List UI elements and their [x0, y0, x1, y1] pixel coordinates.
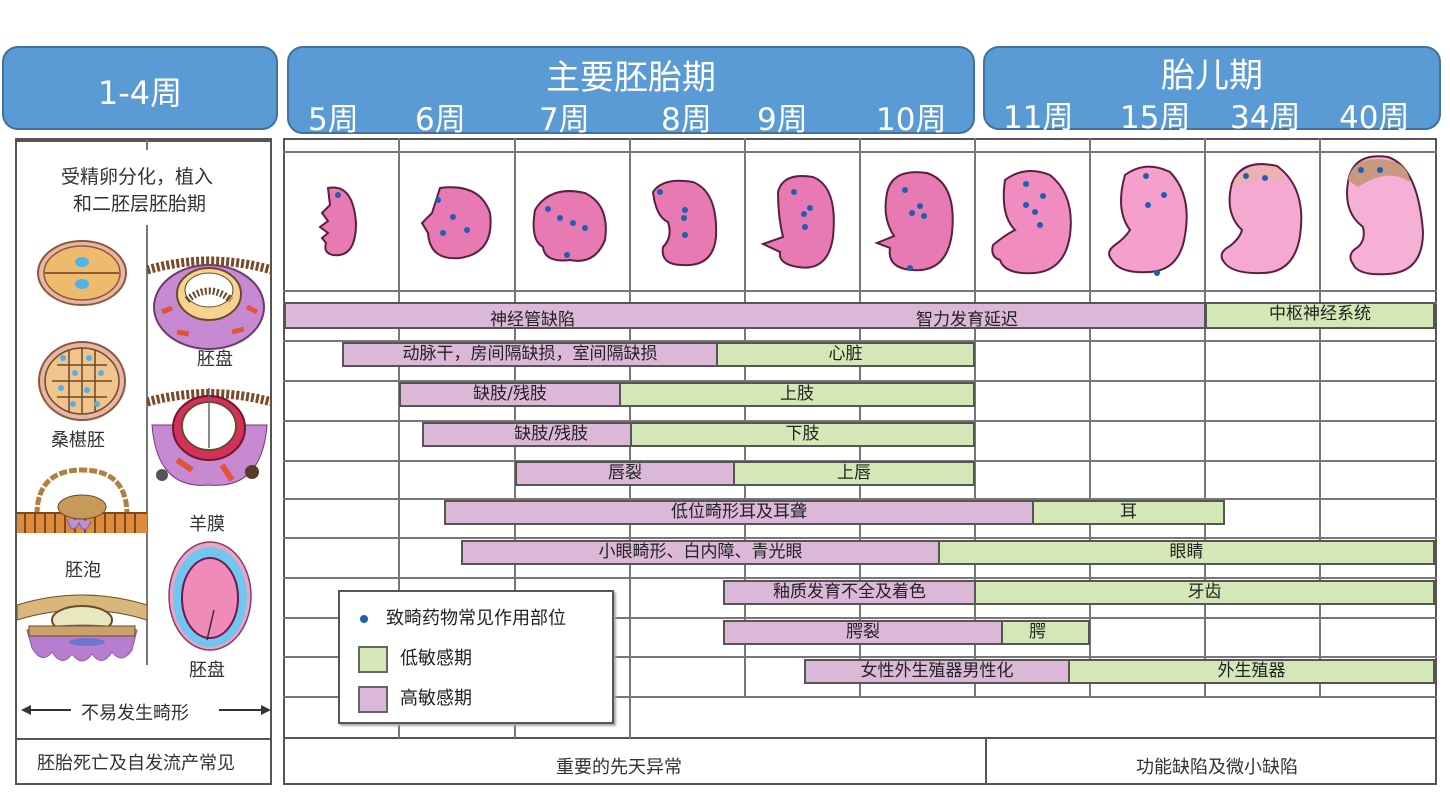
bar-ear-high: 低位畸形耳及耳聋	[444, 500, 1034, 525]
grid-col-line	[1089, 138, 1091, 698]
left-arrow-icon	[23, 709, 71, 711]
footer-divider	[985, 737, 987, 785]
week-15-label: 15周	[1120, 100, 1191, 136]
week-7-label: 7周	[539, 102, 590, 138]
arrow-label-teratogen-resistant: 不易发生畸形	[81, 703, 189, 724]
bar-lip-low: 上唇	[733, 461, 975, 486]
green-swatch-icon	[358, 645, 388, 673]
bar-ear-low: 耳	[1032, 500, 1225, 525]
header-embryonic-period: 主要胚胎期 5周 6周 7周 8周 9周 10周	[287, 46, 975, 138]
panel-divider	[146, 140, 148, 150]
embryo-week-7-illustration	[532, 190, 607, 262]
bar-teeth-high: 釉质发育不全及着色	[723, 580, 976, 605]
week-9-label: 9周	[757, 102, 808, 138]
panel-top-rule	[17, 140, 270, 142]
fetal-period-title: 胎儿期	[1161, 56, 1263, 96]
fetus-week-40-illustration	[1346, 155, 1425, 276]
grid-col-line	[398, 138, 400, 738]
blastocyst-label: 胚泡	[65, 560, 101, 581]
fetus-week-11-illustration	[991, 170, 1072, 275]
week-11-label: 11周	[1003, 100, 1074, 136]
grid-col-line	[744, 138, 746, 698]
bar-genital-high: 女性外生殖器男性化	[804, 659, 1070, 684]
grid-col-line	[974, 138, 976, 698]
bar-eye-high: 小眼畸形、白内障、青光眼	[461, 540, 940, 565]
legend: 致畸药物常见作用部位 低敏感期 高敏感期	[338, 590, 614, 724]
two-cell-zygote-illustration	[37, 240, 127, 306]
bar-upper-limb-high: 缺肢/残肢	[399, 382, 621, 407]
week-40-label: 40周	[1339, 100, 1410, 136]
bar-heart-low: 心脏	[716, 342, 975, 367]
blastocyst-illustration	[17, 467, 147, 533]
panel-footer-text: 胚胎死亡及自发流产常见	[37, 753, 235, 774]
week-6-label: 6周	[415, 102, 466, 138]
embryonic-period-title: 主要胚胎期	[546, 58, 716, 98]
bar-label-neural-tube-defects: 神经管缺陷	[490, 310, 575, 330]
bar-palate-high: 腭裂	[723, 620, 1003, 645]
pink-swatch-icon	[358, 685, 388, 713]
panel-footer-rule	[17, 738, 270, 740]
amnion-illustration	[147, 388, 272, 486]
bilaminar-disc-illustration	[17, 594, 147, 662]
bar-heart-high: 动脉干，房间隔缺损，室间隔缺损	[342, 342, 718, 367]
bar-eye-low: 眼睛	[938, 540, 1435, 565]
bar-genital-low: 外生殖器	[1068, 659, 1435, 684]
bar-upper-limb-low: 上肢	[619, 382, 975, 407]
week-10-label: 10周	[876, 102, 947, 138]
panel-title-line2: 和二胚层胚胎期	[73, 193, 207, 215]
footer-major-anomalies: 重要的先天异常	[556, 757, 682, 778]
embryonic-disc-illustration-2	[168, 541, 252, 651]
right-arrow-head-icon	[261, 705, 271, 715]
bar-lower-limb-high: 缺肢/残肢	[422, 422, 632, 447]
embryonic-disc-label-2: 胚盘	[189, 660, 225, 681]
left-arrow-head-icon	[21, 705, 31, 715]
bar-lip-high: 唇裂	[515, 461, 735, 486]
embryo-week-8-illustration	[651, 179, 718, 267]
panel-center-divider	[146, 225, 148, 665]
embryonic-disc-illustration-1	[147, 256, 272, 350]
bar-label-intellectual-delay: 智力发育延迟	[916, 310, 1018, 330]
early-development-panel: 受精卵分化，植入 和二胚层胚胎期 桑椹胚 胚泡	[15, 138, 272, 785]
bar-cns-low: 中枢神经系统	[1205, 302, 1435, 329]
legend-item-low-sensitivity: 低敏感期	[358, 644, 472, 673]
embryonic-disc-label-1: 胚盘	[197, 349, 233, 370]
legend-item-teratogen-site: 致畸药物常见作用部位	[348, 604, 566, 630]
embryo-week-10-illustration	[874, 171, 954, 272]
fetus-week-15-illustration	[1108, 165, 1188, 276]
header-fetal-period: 胎儿期 11周 15周 34周 40周	[983, 46, 1441, 136]
panel-title-line1: 受精卵分化，植入	[61, 166, 214, 188]
week-8-label: 8周	[661, 102, 712, 138]
embryo-week-6-illustration	[420, 186, 492, 260]
bar-neural-tube-defects-high	[284, 302, 1206, 329]
header-weeks-1-4-label: 1-4周	[97, 74, 183, 112]
right-arrow-icon	[219, 709, 265, 711]
morula-label: 桑椹胚	[51, 430, 105, 451]
bar-lower-limb-low: 下肢	[630, 422, 975, 447]
embryo-week-5-illustration	[318, 186, 358, 257]
bar-palate-low: 腭	[1001, 620, 1090, 645]
embryo-week-9-illustration	[760, 175, 835, 269]
week-34-label: 34周	[1230, 100, 1301, 136]
grid-col-line	[1319, 138, 1321, 698]
grid-footer-line	[283, 737, 1437, 739]
blue-dot-icon	[360, 615, 368, 623]
header-weeks-1-4: 1-4周	[2, 46, 278, 130]
grid-col-line	[859, 138, 861, 698]
grid-col-line	[1204, 138, 1206, 698]
legend-label-teratogen-site: 致畸药物常见作用部位	[386, 608, 566, 629]
fetus-week-34-illustration	[1220, 163, 1303, 275]
footer-minor-defects: 功能缺陷及微小缺陷	[1136, 757, 1298, 778]
legend-item-high-sensitivity: 高敏感期	[358, 684, 472, 713]
amnion-label: 羊膜	[189, 514, 225, 535]
morula-illustration	[38, 341, 126, 421]
legend-label-high-sensitivity: 高敏感期	[400, 688, 472, 709]
bar-teeth-low: 牙齿	[974, 580, 1435, 605]
week-5-label: 5周	[308, 102, 359, 138]
legend-label-low-sensitivity: 低敏感期	[400, 648, 472, 669]
